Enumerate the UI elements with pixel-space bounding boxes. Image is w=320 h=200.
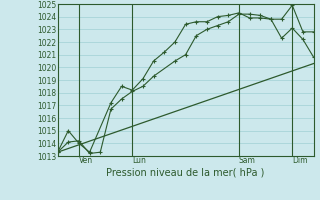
Text: Sam: Sam (239, 156, 256, 165)
X-axis label: Pression niveau de la mer( hPa ): Pression niveau de la mer( hPa ) (107, 167, 265, 177)
Text: Dim: Dim (292, 156, 308, 165)
Text: Ven: Ven (79, 156, 93, 165)
Text: Lun: Lun (132, 156, 146, 165)
